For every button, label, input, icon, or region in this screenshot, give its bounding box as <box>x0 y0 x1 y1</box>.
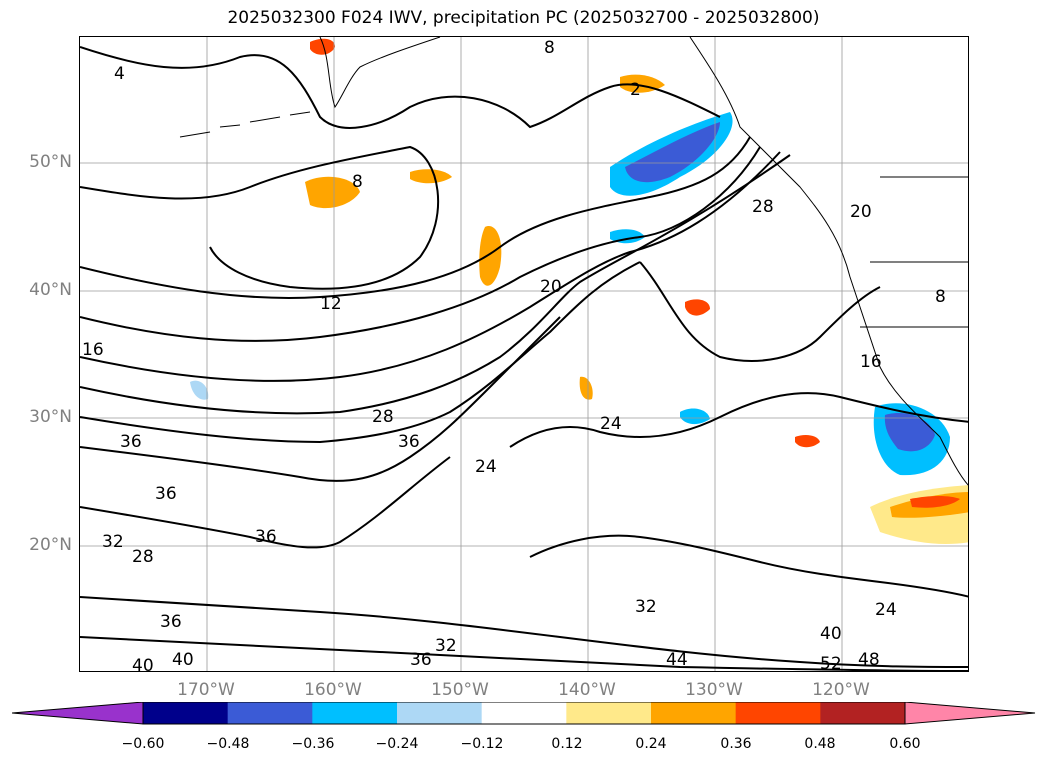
contour-label: 36 <box>398 432 420 452</box>
contour-label: 2 <box>630 80 641 100</box>
lat-label-40n: 40°N <box>29 280 72 300</box>
contour-label: 12 <box>320 294 342 314</box>
contour-label: 32 <box>635 597 657 617</box>
contour-label: 20 <box>540 277 562 297</box>
contour-label: 4 <box>114 64 125 84</box>
contour-label: 8 <box>544 38 555 58</box>
contour-label: 32 <box>435 636 457 656</box>
colorbar-segment <box>820 702 906 724</box>
colorbar-tick: 0.12 <box>551 736 583 752</box>
contour-label: 48 <box>858 650 880 670</box>
lon-label-130w: 130°W <box>685 680 743 700</box>
contour-label: 16 <box>860 352 882 372</box>
colorbar-tick: 0.24 <box>635 736 667 752</box>
colorbar-segment <box>312 702 398 724</box>
map-panel: 4 8 8 12 16 20 24 24 24 28 28 28 32 32 3… <box>79 36 969 672</box>
contour-label: 16 <box>82 340 104 360</box>
iwv-contours <box>80 46 968 671</box>
colorbar-tick: 0.48 <box>804 736 836 752</box>
contour-label: 28 <box>132 547 154 567</box>
colorbar-segment <box>735 702 821 724</box>
precip-shading <box>190 38 968 544</box>
lon-label-120w: 120°W <box>812 680 870 700</box>
lon-label-150w: 150°W <box>431 680 489 700</box>
lat-label-30n: 30°N <box>29 407 72 427</box>
lat-label-50n: 50°N <box>29 152 72 172</box>
contour-label: 32 <box>102 532 124 552</box>
contour-label: 36 <box>410 650 432 670</box>
map-title: 2025032300 F024 IWV, precipitation PC (2… <box>227 8 820 28</box>
contour-label: 40 <box>172 650 194 670</box>
colorbar-segment <box>397 702 483 724</box>
colorbar-tick: −0.60 <box>121 736 165 752</box>
contour-label: 20 <box>850 202 872 222</box>
contour-label: 8 <box>935 287 946 307</box>
contour-label: 52 <box>820 654 842 672</box>
contour-label: 36 <box>120 432 142 452</box>
contour-label: 24 <box>475 457 497 477</box>
colorbar-tick: −0.12 <box>460 736 504 752</box>
colorbar-segment <box>481 702 567 724</box>
lon-label-160w: 160°W <box>304 680 362 700</box>
contour-label: 40 <box>132 656 154 672</box>
colorbar-tick: −0.48 <box>206 736 250 752</box>
contour-label: 28 <box>752 197 774 217</box>
colorbar-segment <box>227 702 313 724</box>
colorbar-segment <box>651 702 737 724</box>
contour-label: 40 <box>820 624 842 644</box>
contour-label: 8 <box>352 172 363 192</box>
coastlines <box>179 37 968 486</box>
colorbar-tick: 0.60 <box>889 736 921 752</box>
colorbar-extend-high <box>905 702 1035 724</box>
lon-label-170w: 170°W <box>177 680 235 700</box>
contour-labels: 4 8 8 12 16 20 24 24 24 28 28 28 32 32 3… <box>82 38 946 672</box>
colorbar-segment <box>143 702 229 724</box>
colorbar-tick: 0.36 <box>720 736 752 752</box>
contour-label: 24 <box>875 600 897 620</box>
contour-label: 44 <box>666 650 688 670</box>
lat-label-20n: 20°N <box>29 535 72 555</box>
lon-label-140w: 140°W <box>558 680 616 700</box>
colorbar <box>12 702 1036 725</box>
contour-label: 36 <box>155 484 177 504</box>
contour-label: 36 <box>255 527 277 547</box>
colorbar-tick: −0.36 <box>291 736 335 752</box>
map-canvas: 4 8 8 12 16 20 24 24 24 28 28 28 32 32 3… <box>80 37 968 672</box>
contour-label: 24 <box>600 414 622 434</box>
colorbar-extend-low <box>12 702 143 724</box>
contour-label: 28 <box>372 407 394 427</box>
colorbar-tick: −0.24 <box>375 736 419 752</box>
colorbar-segment <box>566 702 652 724</box>
contour-label: 36 <box>160 612 182 632</box>
